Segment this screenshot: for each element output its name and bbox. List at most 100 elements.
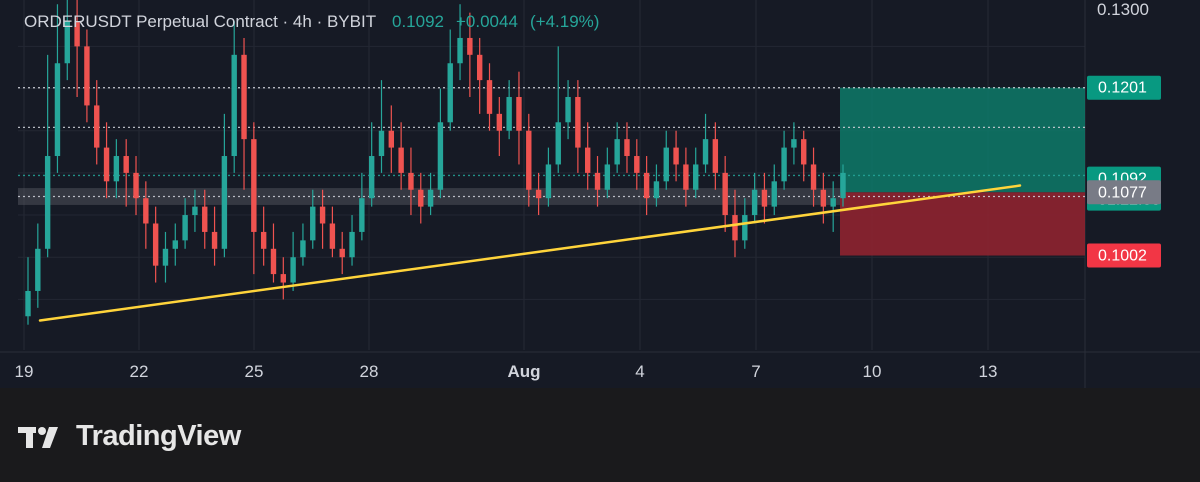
candle-body (251, 139, 257, 232)
candle-body (604, 164, 611, 190)
candle-body (565, 96, 571, 123)
candle-body (751, 189, 758, 216)
candle-body (182, 215, 188, 241)
candle-body (781, 147, 787, 182)
candle-body (359, 198, 365, 232)
candle-body (584, 147, 591, 173)
candle-body (123, 156, 129, 173)
candle-body (133, 172, 139, 199)
candle-body (506, 96, 512, 131)
candle-body (388, 130, 395, 148)
candle-body (830, 198, 836, 207)
x-tick-label: 13 (979, 362, 998, 381)
candle-body (791, 139, 797, 148)
candle-body (634, 156, 640, 173)
candle-body (54, 63, 61, 157)
candle-body (152, 223, 159, 266)
candle-body (270, 248, 277, 275)
candle-body (614, 139, 620, 165)
x-tick-label: 4 (635, 362, 644, 381)
candle-body (653, 181, 660, 199)
candle-body (310, 206, 316, 241)
candle-body (663, 147, 669, 182)
price-label-take-profit (1087, 75, 1161, 100)
footer (0, 388, 1200, 482)
candle-body (437, 122, 444, 190)
candle-body (702, 139, 709, 165)
candle-body (172, 240, 178, 249)
candle-body (722, 172, 728, 216)
candle-body (64, 21, 70, 64)
candle-body (329, 223, 336, 249)
trendline-line (38, 184, 1022, 322)
price-label-entry-text: 0.1077 (1098, 184, 1147, 201)
header-change-pct: (+4.19%) (530, 12, 599, 31)
x-tick-label: Aug (507, 362, 540, 381)
x-tick-label: 25 (245, 362, 264, 381)
candle-body (496, 113, 503, 131)
candle-body (349, 231, 355, 258)
candle-body (447, 63, 453, 123)
x-tick-label: 10 (863, 362, 882, 381)
candle-body (35, 248, 41, 291)
candle-body (192, 206, 198, 216)
candle-body (44, 156, 51, 249)
candle-body (535, 189, 542, 199)
candle-body (742, 215, 748, 241)
candle-body (810, 164, 817, 190)
x-tick-label: 22 (130, 362, 149, 381)
candle-body (103, 147, 110, 182)
candle-body (113, 156, 120, 182)
candle-body (94, 105, 100, 148)
candle-body (771, 181, 777, 207)
candle-body (211, 231, 218, 249)
candle-body (594, 172, 601, 190)
candle-body (840, 172, 846, 199)
x-tick-label: 19 (15, 362, 34, 381)
candle-body (555, 122, 561, 165)
candle-body (74, 21, 80, 47)
x-tick-label: 28 (360, 362, 379, 381)
candle-body (624, 139, 630, 157)
candle-body (427, 189, 434, 207)
candles (25, 0, 846, 325)
candle-body (231, 54, 237, 157)
target-zone (840, 87, 1085, 193)
candle-body (162, 248, 169, 266)
zones (18, 87, 1085, 256)
candle-body (25, 290, 31, 317)
header-change: +0.0044 (456, 12, 518, 31)
candle-body (761, 189, 768, 207)
candle-body (732, 215, 738, 241)
candle-body (457, 37, 463, 64)
candle-body (683, 164, 689, 190)
candle-body (319, 206, 326, 224)
candle-body (290, 257, 296, 283)
candle-body (280, 274, 287, 283)
x-tick-label: 7 (751, 362, 760, 381)
candle-body (408, 172, 414, 190)
price-label-stop-loss (1087, 243, 1161, 268)
y-tick-label: 0.1300 (1097, 0, 1149, 19)
price-label-entry (1087, 180, 1161, 205)
candle-body (368, 156, 375, 199)
price-label-stop-loss-text: 0.1002 (1098, 248, 1147, 265)
candle-body (820, 189, 827, 207)
candle-body (398, 147, 404, 173)
price-label-take-profit-text: 0.1201 (1098, 80, 1147, 97)
tradingview-logo[interactable]: TradingView (18, 420, 241, 453)
header-symbol: ORDERUSDT Perpetual Contract · 4h · BYBI… (24, 12, 376, 31)
candle-body (486, 80, 493, 114)
candle-body (712, 139, 719, 173)
candle-body (300, 240, 306, 258)
candle-body (643, 172, 650, 199)
header-last-price: 0.1092 (392, 12, 444, 31)
candle-body (202, 206, 208, 232)
candle-body (673, 147, 679, 165)
candle-body (575, 96, 581, 148)
x-axis: 19 22 25 28 Aug 4 7 10 13 (15, 362, 998, 381)
tradingview-wordmark: TradingView (76, 420, 241, 452)
